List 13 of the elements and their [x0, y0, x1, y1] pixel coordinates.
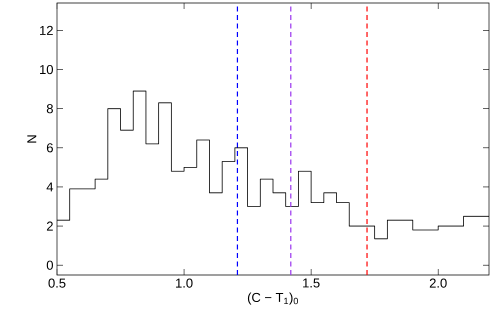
y-tick-label: 6 — [46, 143, 53, 152]
x-tick-label: 1.5 — [303, 278, 320, 288]
x-tick-label: 1.0 — [176, 278, 193, 288]
x-tick-label: 0.5 — [48, 278, 66, 288]
y-tick-label: 12 — [40, 26, 53, 35]
y-tick-label: 4 — [46, 182, 54, 192]
y-axis-title: N — [27, 135, 36, 143]
y-tick-label: 2 — [46, 222, 53, 231]
x-axis-title: (C − T$_{1}$)$_{0}$ — [248, 292, 298, 305]
y-tick-label: 0 — [46, 260, 53, 270]
y-tick-label: 8 — [46, 104, 53, 114]
y-tick-label: 10 — [40, 64, 53, 74]
x-tick-label: 2.0 — [430, 278, 447, 288]
